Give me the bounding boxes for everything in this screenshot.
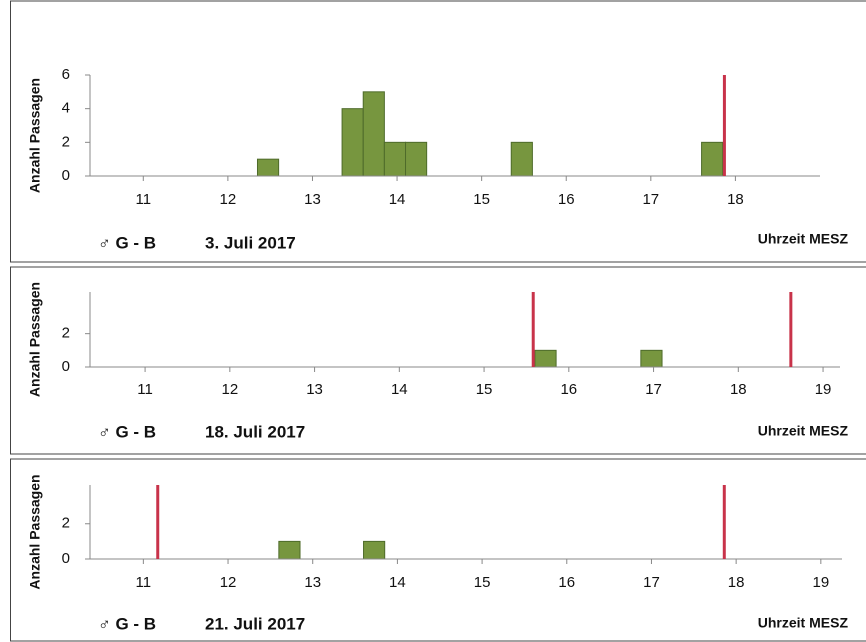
y-axis-label: Anzahl Passagen bbox=[27, 78, 43, 193]
y-axis-label: Anzahl Passagen bbox=[27, 474, 43, 589]
x-tick-label: 19 bbox=[815, 381, 832, 398]
y-tick-label: 4 bbox=[62, 100, 70, 117]
panel-label: ♂ G - B bbox=[98, 422, 156, 441]
y-tick-label: 0 bbox=[62, 550, 70, 567]
x-tick-label: 17 bbox=[643, 574, 660, 591]
y-tick-label: 0 bbox=[62, 358, 70, 375]
marker-line bbox=[156, 485, 160, 559]
panel-title: 18. Juli 2017 bbox=[205, 422, 305, 441]
bar bbox=[701, 141, 724, 177]
x-tick-label: 13 bbox=[304, 191, 321, 208]
x-tick-label: 14 bbox=[391, 381, 408, 398]
marker-line bbox=[789, 292, 793, 367]
x-tick-label: 14 bbox=[389, 191, 406, 208]
panel-title: 3. Juli 2017 bbox=[205, 233, 296, 252]
x-axis-label: Uhrzeit MESZ bbox=[758, 423, 849, 439]
x-tick-label: 19 bbox=[812, 574, 829, 591]
marker-line bbox=[722, 75, 726, 176]
panel: 0 2 11 12 13 14 15 16 17 18 19 Anzahl Passagen ♂ G -… bbox=[10, 266, 866, 455]
panel: 0 2 11 12 13 14 15 16 17 18 19 Anzahl Passagen ♂ G -… bbox=[10, 458, 866, 642]
x-tick-label: 16 bbox=[558, 574, 575, 591]
y-tick-label: 0 bbox=[62, 167, 70, 184]
x-tick-label: 18 bbox=[730, 381, 747, 398]
bar bbox=[640, 349, 663, 368]
panel: 0 2 4 6 11 12 13 14 15 16 17 18 Anzahl Passagen ♂ G -… bbox=[10, 0, 866, 263]
x-tick-label: 16 bbox=[560, 381, 577, 398]
x-tick-label: 17 bbox=[642, 191, 659, 208]
marker-line bbox=[722, 485, 726, 559]
x-axis-label: Uhrzeit MESZ bbox=[758, 231, 849, 247]
panel-frame bbox=[10, 266, 866, 455]
y-tick-label: 2 bbox=[62, 515, 70, 532]
x-tick-label: 12 bbox=[220, 574, 237, 591]
x-tick-label: 15 bbox=[476, 381, 493, 398]
panel-label: ♂ G - B bbox=[98, 614, 156, 633]
bar bbox=[278, 540, 301, 560]
marker-line bbox=[531, 292, 535, 367]
bar bbox=[510, 141, 533, 177]
panel-label: ♂ G - B bbox=[98, 233, 156, 252]
x-tick-label: 14 bbox=[389, 574, 406, 591]
bar bbox=[405, 141, 428, 177]
bar bbox=[534, 349, 557, 368]
x-tick-label: 13 bbox=[306, 381, 323, 398]
y-axis-label: Anzahl Passagen bbox=[27, 282, 43, 397]
x-tick-label: 17 bbox=[645, 381, 662, 398]
x-tick-label: 15 bbox=[473, 191, 490, 208]
x-tick-label: 18 bbox=[728, 574, 745, 591]
y-tick-label: 6 bbox=[62, 66, 70, 83]
y-tick-label: 2 bbox=[62, 133, 70, 150]
x-tick-label: 15 bbox=[474, 574, 491, 591]
x-tick-label: 13 bbox=[304, 574, 321, 591]
panel-title: 21. Juli 2017 bbox=[205, 614, 305, 633]
x-tick-label: 18 bbox=[727, 191, 744, 208]
bar bbox=[341, 108, 364, 177]
bar bbox=[362, 91, 385, 177]
panel-frame bbox=[10, 0, 866, 263]
x-tick-label: 12 bbox=[220, 191, 237, 208]
x-tick-label: 11 bbox=[136, 191, 152, 208]
bar bbox=[256, 158, 280, 177]
x-tick-label: 16 bbox=[558, 191, 575, 208]
bar bbox=[363, 540, 386, 560]
panel-frame bbox=[10, 458, 866, 642]
bar bbox=[383, 141, 407, 177]
x-axis-label: Uhrzeit MESZ bbox=[758, 615, 849, 631]
x-tick-label: 11 bbox=[136, 574, 152, 591]
x-tick-label: 12 bbox=[221, 381, 238, 398]
x-tick-label: 11 bbox=[137, 381, 153, 398]
y-tick-label: 2 bbox=[62, 325, 70, 342]
